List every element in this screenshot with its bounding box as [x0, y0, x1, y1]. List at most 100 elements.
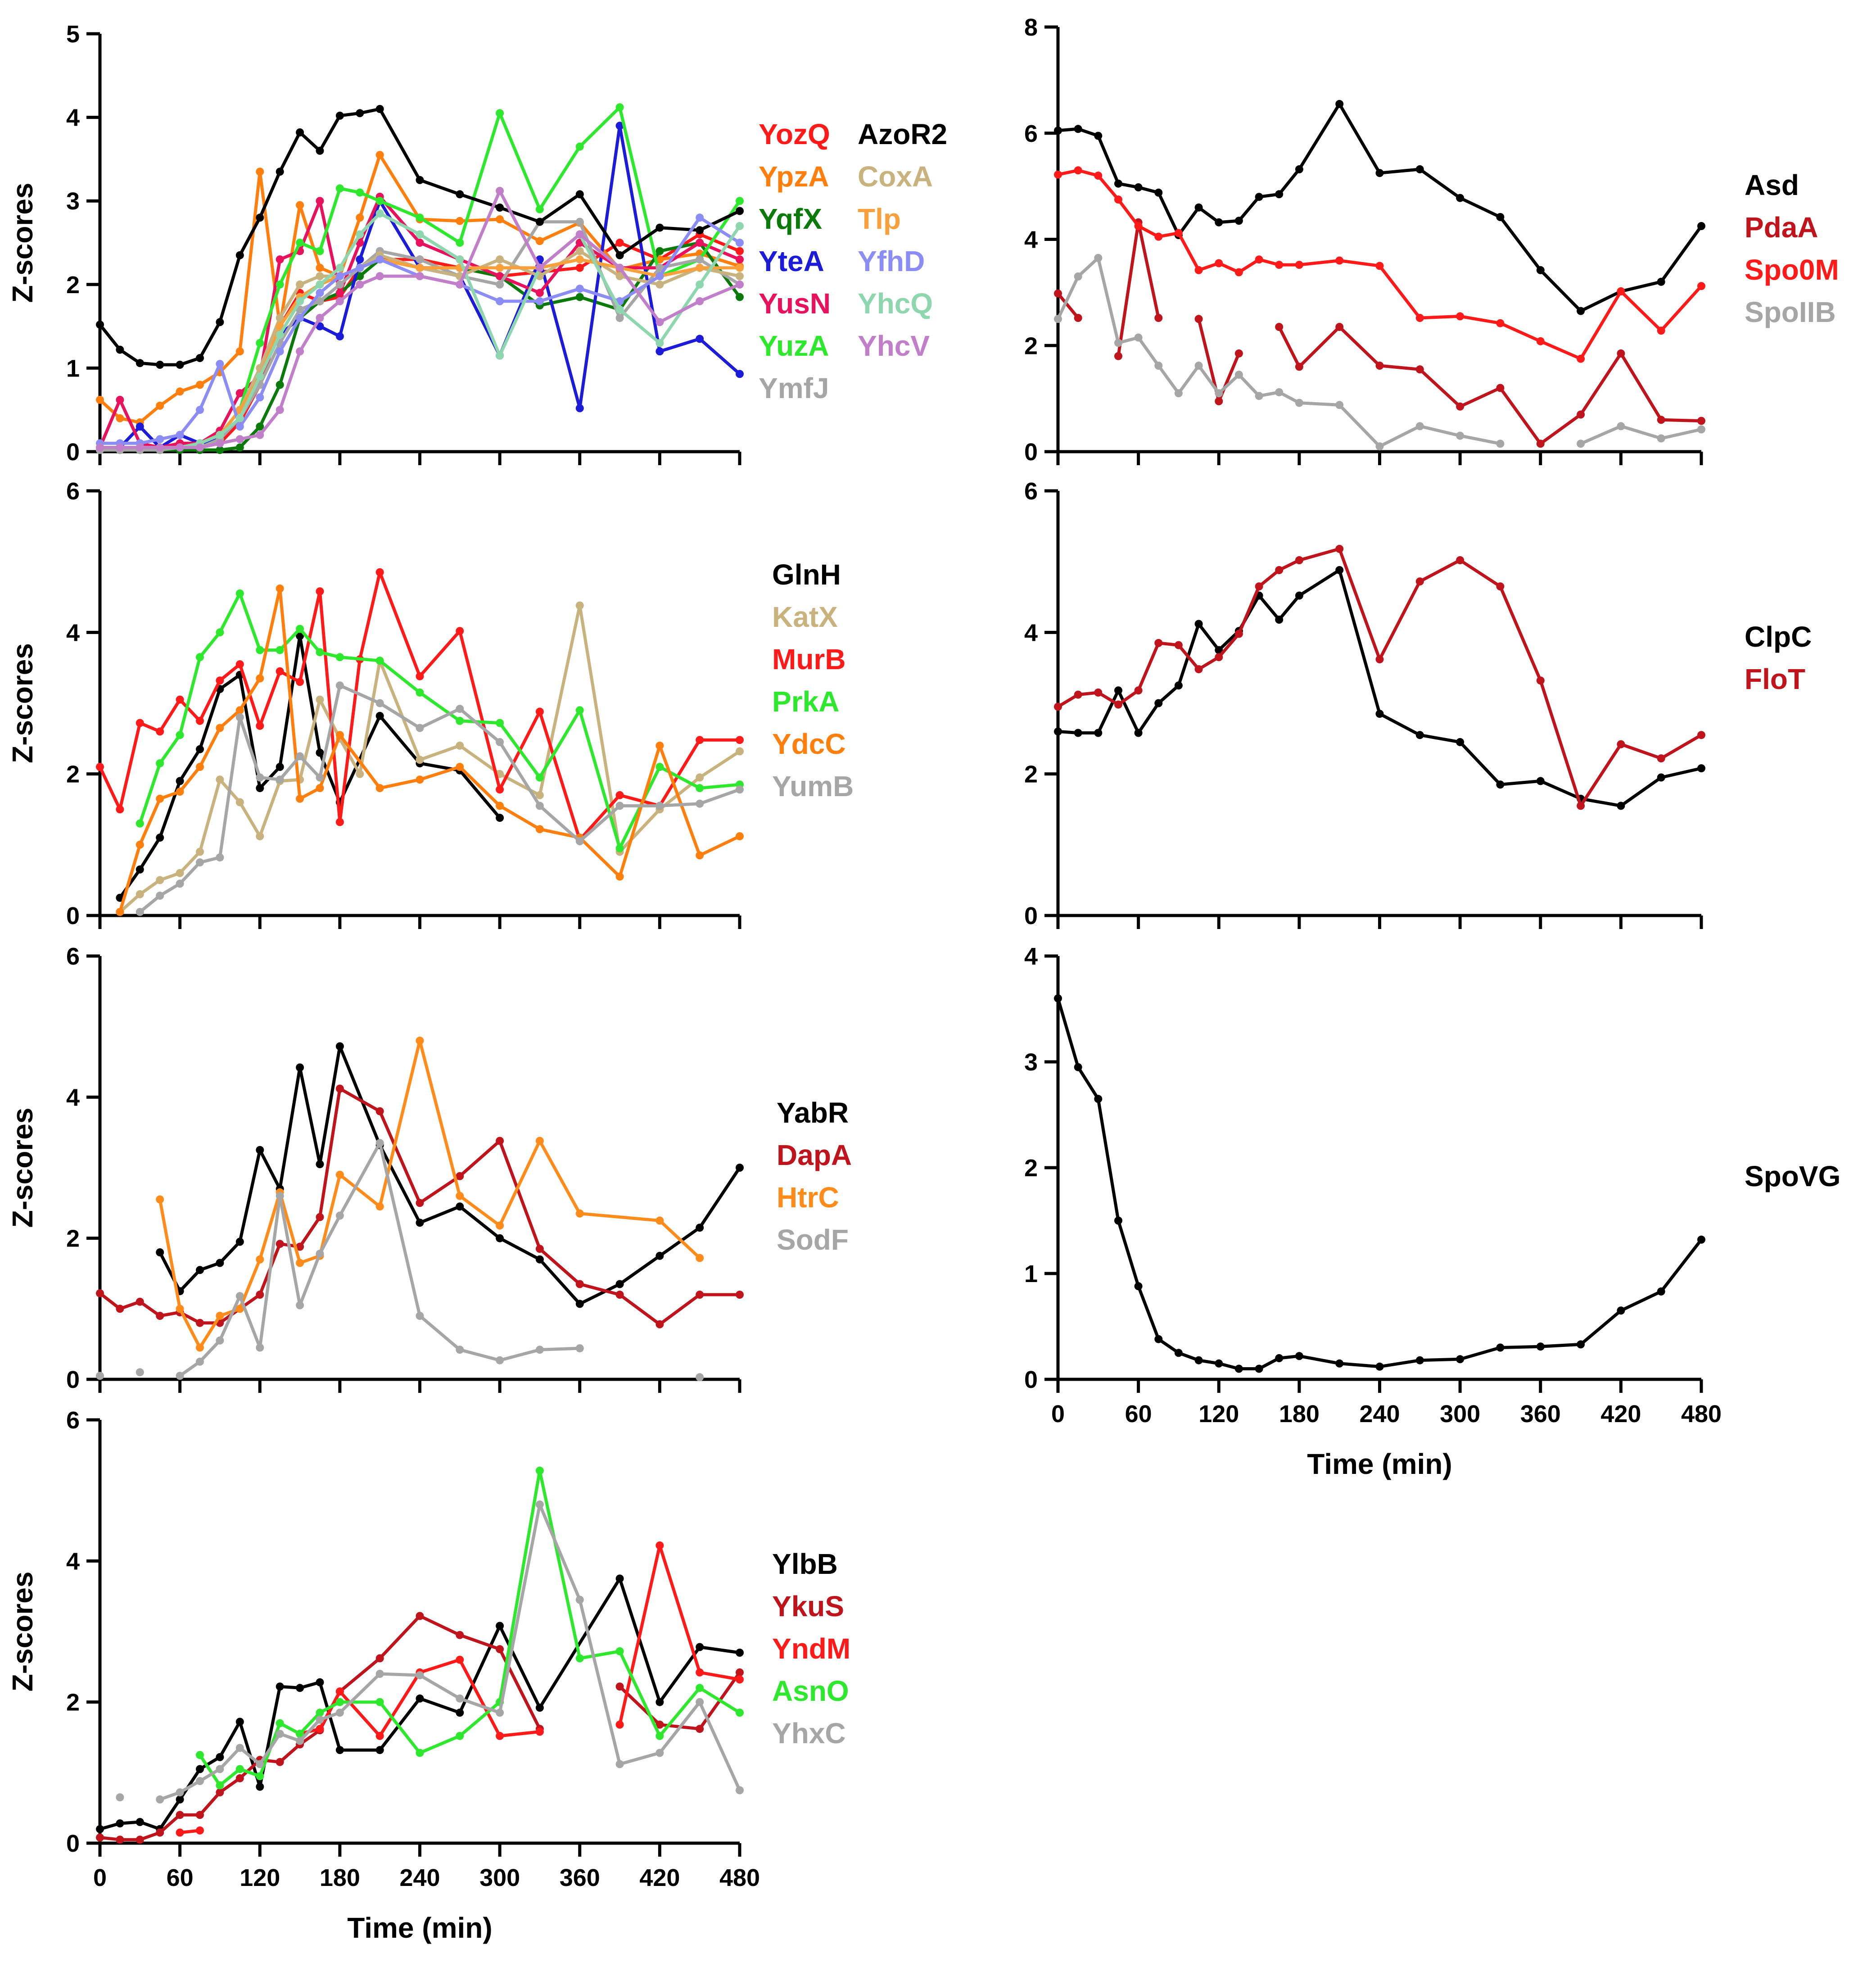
data-point — [696, 1684, 704, 1692]
series-line-ylbb — [99, 1577, 740, 1831]
data-point — [1215, 653, 1223, 662]
data-point — [296, 1259, 304, 1267]
panel-left-3: 0 2 4 6 Z-scores YabR DapA HtrC SodF — [6, 943, 852, 1393]
data-point — [1577, 410, 1585, 419]
series-yndm — [615, 1541, 744, 1729]
data-point — [1657, 434, 1665, 443]
data-point — [416, 230, 424, 239]
data-point — [696, 213, 704, 222]
data-point — [196, 848, 204, 856]
data-point — [1054, 315, 1062, 323]
data-point — [256, 393, 264, 402]
y-tick-label: 4 — [1024, 227, 1038, 254]
data-point — [156, 1312, 164, 1320]
legend-label-yhcq: YhcQ — [858, 287, 933, 320]
data-point — [1094, 172, 1103, 180]
data-point — [1094, 688, 1103, 697]
data-point — [96, 1833, 104, 1842]
y-axis-title: Z-scores — [6, 1108, 39, 1228]
series-line-pdaa — [1197, 318, 1241, 403]
data-point — [1657, 277, 1665, 286]
data-point — [335, 731, 344, 739]
data-point — [276, 255, 284, 264]
data-point — [96, 395, 104, 404]
data-point — [256, 422, 264, 431]
data-point — [1295, 1352, 1303, 1360]
legend-label-yumb: YumB — [772, 770, 854, 802]
data-point — [1255, 193, 1263, 201]
data-point — [496, 204, 504, 212]
data-point — [176, 1795, 184, 1804]
data-point — [356, 272, 364, 281]
data-point — [116, 1836, 124, 1844]
data-point — [1536, 1342, 1545, 1351]
data-point — [1697, 282, 1705, 290]
data-point — [655, 1698, 664, 1706]
data-point — [535, 218, 544, 226]
series-spo0m — [1054, 166, 1705, 363]
data-point — [696, 736, 704, 744]
data-point — [375, 1139, 384, 1147]
data-point — [96, 763, 104, 771]
data-point — [655, 1720, 664, 1729]
data-point — [136, 819, 144, 828]
data-point — [1234, 268, 1243, 276]
data-point — [116, 345, 124, 354]
data-point — [276, 168, 284, 176]
data-point — [316, 1709, 324, 1717]
x-tick-label: 360 — [1520, 1400, 1561, 1428]
data-point — [176, 869, 184, 877]
legend-label-spo0m: Spo0M — [1745, 254, 1839, 286]
y-tick-label: 1 — [1024, 1260, 1038, 1287]
series-line-spoiib — [1056, 256, 1501, 448]
data-point — [296, 1063, 304, 1072]
data-point — [296, 1684, 304, 1692]
data-point — [1154, 699, 1163, 707]
data-point — [216, 1312, 224, 1320]
data-point — [1335, 100, 1344, 108]
data-point — [496, 719, 504, 727]
data-point — [416, 176, 424, 184]
data-point — [235, 422, 244, 431]
data-point — [1295, 591, 1303, 600]
data-point — [335, 272, 344, 281]
x-tick-label: 240 — [1359, 1400, 1400, 1428]
data-point — [196, 406, 204, 414]
data-point — [535, 1255, 544, 1264]
data-point — [216, 439, 224, 448]
data-point — [1577, 307, 1585, 315]
data-point — [575, 1654, 584, 1663]
data-point — [176, 695, 184, 704]
y-tick-label: 0 — [66, 902, 80, 929]
legend-label-spoiib: SpoIIB — [1745, 296, 1836, 328]
data-point — [535, 773, 544, 782]
data-point — [696, 1643, 704, 1651]
data-point — [1114, 1216, 1122, 1225]
data-point — [535, 825, 544, 834]
y-tick-label: 4 — [1024, 943, 1038, 970]
y-tick-label: 0 — [66, 1366, 80, 1393]
data-point — [456, 1346, 464, 1354]
data-point — [276, 667, 284, 675]
data-point — [176, 1372, 184, 1380]
data-point — [1255, 392, 1263, 400]
data-point — [296, 794, 304, 803]
data-point — [1114, 700, 1122, 709]
series-line-yhcv — [100, 189, 741, 449]
legend-label-ypza: YpzA — [759, 160, 829, 193]
data-point — [1697, 417, 1705, 425]
data-point — [276, 314, 284, 322]
legend-label-yhxc: YhxC — [772, 1717, 846, 1749]
data-point — [1617, 287, 1625, 295]
data-point — [696, 263, 704, 272]
data-point — [316, 1725, 324, 1733]
data-point — [1496, 319, 1505, 327]
data-point — [416, 1037, 424, 1045]
data-point — [655, 802, 664, 810]
data-point — [316, 263, 324, 272]
x-tick-label: 120 — [1198, 1400, 1239, 1428]
data-point — [1375, 442, 1384, 451]
data-point — [1456, 431, 1465, 440]
data-point — [316, 197, 324, 205]
